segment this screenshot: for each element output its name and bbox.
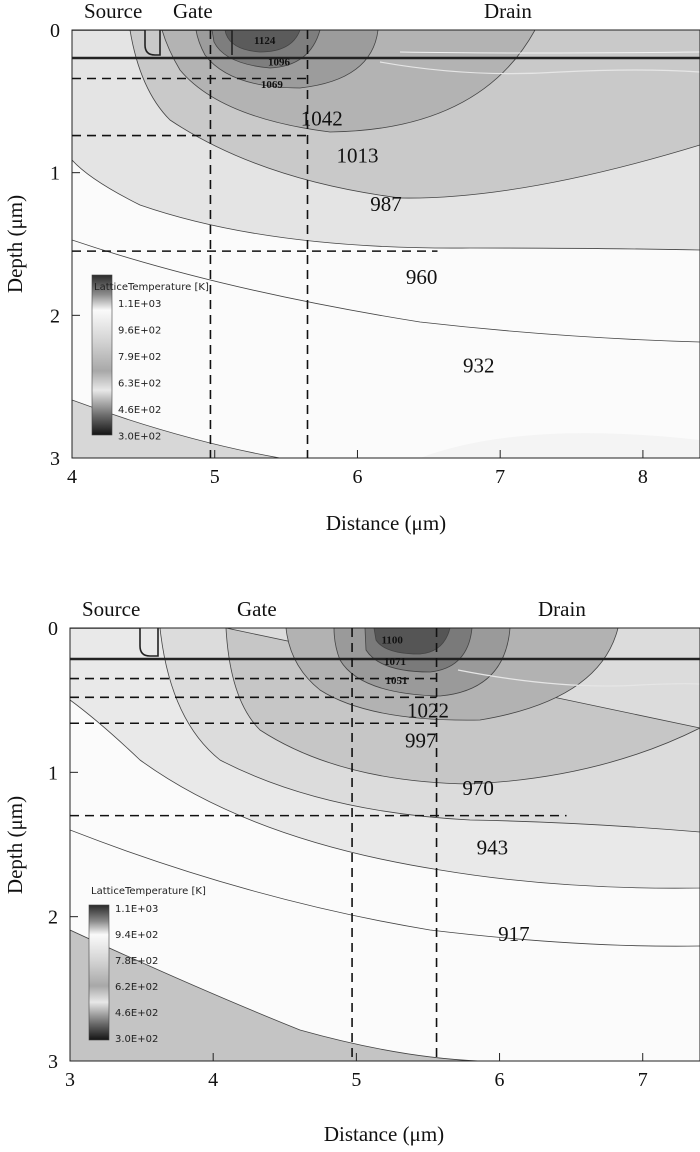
y-tick-label: 1 [50, 163, 60, 185]
legend-title: LatticeTemperature [K] [94, 282, 209, 293]
panel-a-legend-entries: 1.1E+03 9.6E+02 7.9E+02 6.3E+02 4.6E+02 3.0E+… [118, 299, 161, 443]
contour-label: 1022 [407, 698, 449, 722]
x-tick-label: 5 [351, 1069, 361, 1091]
legend-entry: 7.8E+02 [115, 956, 158, 967]
contour-label: 1124 [254, 35, 276, 47]
panel-b-legend-entries: 1.1E+03 9.4E+02 7.8E+02 6.2E+02 4.6E+02 3.0E+… [115, 904, 158, 1045]
x-tick-label: 3 [65, 1069, 75, 1091]
x-tick-label: 4 [208, 1069, 218, 1091]
x-tick-label: 8 [638, 466, 648, 488]
y-tick-label: 3 [50, 448, 60, 470]
contour-label: 943 [477, 835, 509, 859]
legend-entry: 3.0E+02 [118, 432, 161, 443]
legend-entry: 1.1E+03 [115, 904, 158, 915]
y-tick-label: 2 [48, 907, 58, 929]
panel-b-guide-lines [70, 628, 567, 1061]
panel-b-contour-field [70, 628, 700, 1061]
legend-title: LatticeTemperature [K] [91, 886, 206, 897]
contour-label: 1069 [261, 79, 284, 91]
contour-label: 1096 [268, 56, 291, 68]
contour-label: 970 [462, 776, 494, 800]
contour-label: 917 [498, 922, 530, 946]
legend-entry: 4.6E+02 [115, 1008, 158, 1019]
x-tick-label: 4 [67, 466, 77, 488]
contour-label: 1100 [381, 635, 403, 647]
y-tick-label: 3 [48, 1051, 58, 1073]
contour-label: 1051 [385, 675, 407, 687]
contour-label: 1042 [301, 106, 343, 130]
legend-entry: 9.4E+02 [115, 930, 158, 941]
panel-b-axes: 3 4 5 6 7 0 1 2 3 [48, 618, 648, 1091]
contour-label: 997 [405, 729, 437, 753]
contour-label: 987 [370, 192, 402, 216]
y-tick-label: 1 [48, 762, 58, 784]
x-tick-label: 5 [210, 466, 220, 488]
y-axis-title: Depth (μm) [3, 796, 27, 894]
gate-label: Gate [237, 597, 277, 621]
legend-entry: 4.6E+02 [118, 405, 161, 416]
legend-colorbar [88, 904, 110, 1041]
x-tick-label: 7 [495, 466, 505, 488]
legend-entry: 1.1E+03 [118, 299, 161, 310]
panel-a-contour-labels: 1124 1096 1069 1042 1013 987 960 932 [254, 35, 495, 377]
x-axis-title: Distance (μm) [324, 1122, 444, 1146]
panel-a-axes: 4 5 6 7 8 0 1 2 3 [50, 20, 648, 488]
x-tick-label: 6 [352, 466, 362, 488]
legend-entry: 6.3E+02 [118, 379, 161, 390]
panel-a-contour-field [72, 30, 700, 458]
y-axis-title: Depth (μm) [3, 195, 27, 293]
source-label: Source [82, 597, 140, 621]
x-tick-label: 6 [495, 1069, 505, 1091]
x-tick-label: 7 [638, 1069, 648, 1091]
legend-entry: 7.9E+02 [118, 352, 161, 363]
legend-colorbar [91, 274, 113, 436]
panel-a-guide-lines [72, 30, 438, 458]
drain-label: Drain [484, 0, 532, 23]
legend-entry: 9.6E+02 [118, 326, 161, 337]
y-tick-label: 0 [48, 618, 58, 640]
y-tick-label: 2 [50, 305, 60, 327]
contour-label: 1013 [336, 144, 378, 168]
legend-entry: 3.0E+02 [115, 1034, 158, 1045]
drain-label: Drain [538, 597, 586, 621]
contour-label: 960 [406, 265, 438, 289]
contour-label: 1071 [384, 656, 406, 668]
y-tick-label: 0 [50, 20, 60, 42]
contour-label: 932 [463, 353, 495, 377]
x-axis-title: Distance (μm) [326, 511, 446, 535]
source-label: Source [84, 0, 142, 23]
legend-entry: 6.2E+02 [115, 982, 158, 993]
gate-label: Gate [173, 0, 213, 23]
